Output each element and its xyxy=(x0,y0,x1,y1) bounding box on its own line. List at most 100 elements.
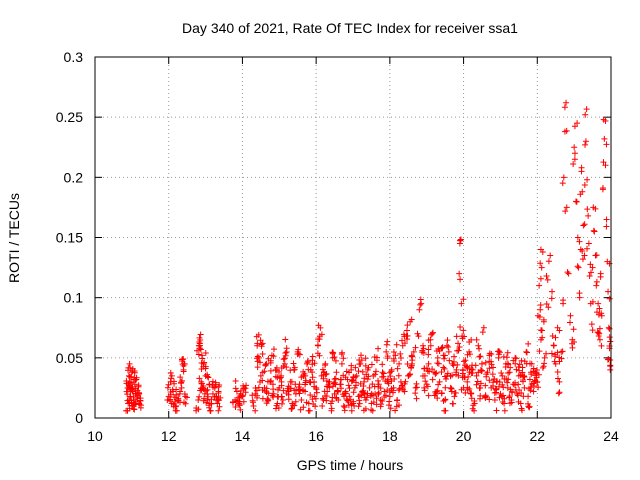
data-point xyxy=(479,329,486,336)
data-point xyxy=(348,362,355,369)
data-point xyxy=(322,362,329,369)
data-point xyxy=(549,288,556,295)
data-point xyxy=(492,386,499,393)
data-point xyxy=(521,384,528,391)
data-point xyxy=(381,388,388,395)
data-point xyxy=(461,333,468,340)
data-point xyxy=(375,390,382,397)
data-point xyxy=(348,378,355,385)
data-point xyxy=(340,402,347,409)
data-point xyxy=(504,349,511,356)
data-point xyxy=(180,368,187,375)
data-point xyxy=(317,324,324,331)
data-point xyxy=(556,389,563,396)
data-point xyxy=(196,340,203,347)
data-point xyxy=(525,403,532,410)
data-point xyxy=(408,316,415,323)
data-point xyxy=(514,392,521,399)
data-point xyxy=(457,276,464,283)
data-point xyxy=(533,379,540,386)
data-point xyxy=(429,366,436,373)
data-point xyxy=(372,368,379,375)
data-point xyxy=(310,400,317,407)
data-point xyxy=(237,406,244,413)
data-point xyxy=(495,348,502,355)
data-point xyxy=(504,379,511,386)
data-point xyxy=(173,386,180,393)
data-point xyxy=(361,394,368,401)
data-point xyxy=(268,377,275,384)
data-point xyxy=(303,399,310,406)
data-point xyxy=(337,381,344,388)
data-point xyxy=(523,348,530,355)
data-point xyxy=(180,356,187,363)
data-point xyxy=(592,205,599,212)
data-point xyxy=(346,385,353,392)
data-point xyxy=(606,342,613,349)
data-point xyxy=(555,390,562,397)
data-point xyxy=(283,390,290,397)
data-point xyxy=(195,406,202,413)
data-point xyxy=(387,373,394,380)
data-point xyxy=(282,336,289,343)
data-point xyxy=(408,362,415,369)
data-point xyxy=(490,364,497,371)
data-point xyxy=(539,364,546,371)
x-axis-title: GPS time / hours xyxy=(297,457,404,473)
data-point xyxy=(197,385,204,392)
data-point xyxy=(345,382,352,389)
data-point xyxy=(499,398,506,405)
data-point xyxy=(417,301,424,308)
data-point xyxy=(469,369,476,376)
data-point xyxy=(355,393,362,400)
data-point xyxy=(500,353,507,360)
data-point xyxy=(177,374,184,381)
data-point xyxy=(554,349,561,356)
data-point xyxy=(421,384,428,391)
data-point xyxy=(564,269,571,276)
data-point xyxy=(468,390,475,397)
data-point xyxy=(506,369,513,376)
data-point xyxy=(543,273,550,280)
tick-labels: 10 12 14 16 18 20 22 24 0 0.05 0.1 0.15 0.2 0.25 0.3 xyxy=(56,49,619,444)
data-point xyxy=(375,377,382,384)
data-point xyxy=(563,99,570,106)
data-point xyxy=(566,319,573,326)
data-point xyxy=(295,350,302,357)
data-point xyxy=(173,407,180,414)
data-point xyxy=(488,361,495,368)
data-point xyxy=(563,204,570,211)
data-point xyxy=(282,352,289,359)
x-tick-label: 18 xyxy=(382,428,398,444)
data-point xyxy=(341,404,348,411)
x-tick-label: 12 xyxy=(161,428,177,444)
data-point xyxy=(536,348,543,355)
data-point xyxy=(486,358,493,365)
data-point xyxy=(435,360,442,367)
data-point xyxy=(460,327,467,334)
data-point xyxy=(489,382,496,389)
data-point xyxy=(304,359,311,366)
data-point xyxy=(496,383,503,390)
data-point xyxy=(309,374,316,381)
data-point xyxy=(486,396,493,403)
data-point xyxy=(287,385,294,392)
data-point xyxy=(254,364,261,371)
data-point xyxy=(596,336,603,343)
data-point xyxy=(340,355,347,362)
data-point xyxy=(449,372,456,379)
data-point xyxy=(182,400,189,407)
data-point xyxy=(451,389,458,396)
data-point xyxy=(279,400,286,407)
data-point xyxy=(167,397,174,404)
data-point xyxy=(205,374,212,381)
data-point xyxy=(477,380,484,387)
data-point xyxy=(577,191,584,198)
data-point xyxy=(257,359,264,366)
data-point xyxy=(476,395,483,402)
data-point xyxy=(434,387,441,394)
data-point xyxy=(305,357,312,364)
data-point xyxy=(392,352,399,359)
data-point xyxy=(342,390,349,397)
data-point xyxy=(445,343,452,350)
